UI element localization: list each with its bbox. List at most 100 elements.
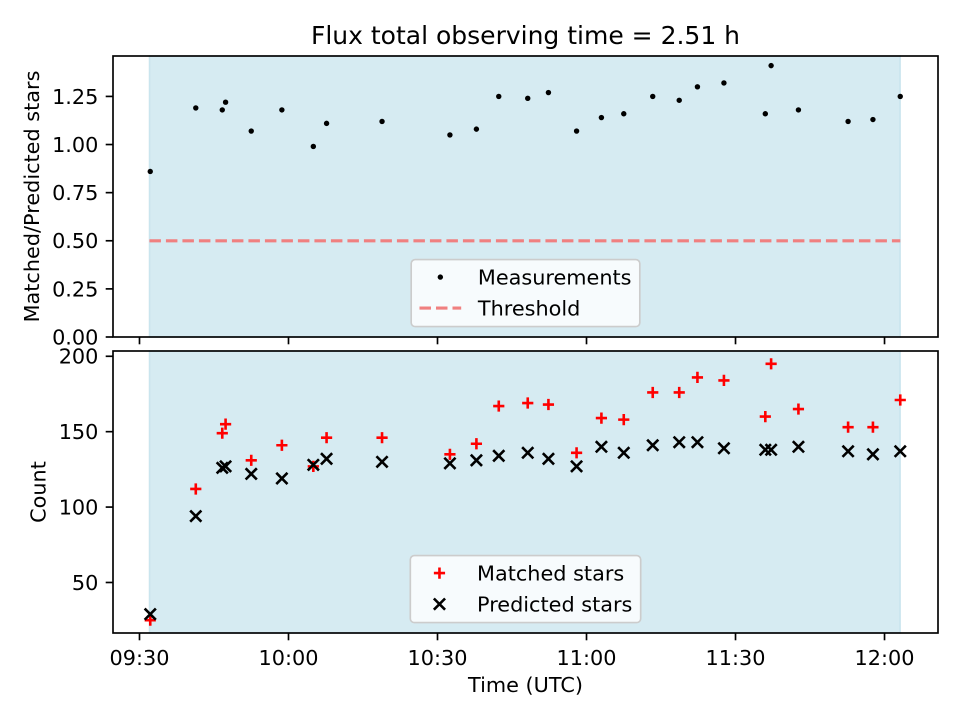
matched-stars-point [320,432,333,444]
legend-frame [410,258,641,328]
legend-label: Threshold [477,297,581,321]
predicted-stars-point [866,447,880,461]
measurements-point [573,128,580,134]
y-tick-label: 100 [59,495,99,519]
predicted-stars-point [320,452,334,466]
measurements-point [768,62,774,69]
measurements-point [650,93,656,100]
matched-stars-point [618,414,630,426]
matched-stars-point [842,421,854,433]
predicted-stars-point [244,467,258,481]
measurements-point [193,105,199,111]
predicted-stars-point [764,443,778,457]
y-tick-label: 0.75 [52,181,98,205]
measurements-point [694,84,701,90]
matched-stars-point [570,447,583,459]
measurements-point [621,111,627,117]
predicted-stars-point [219,459,233,473]
measurements-point [795,107,802,113]
legend-label: Predicted stars [477,593,632,617]
matched-stars-point [765,358,777,370]
matched-stars-point [470,438,483,450]
matched-stars-point [595,412,608,424]
predicted-stars-point [893,444,907,458]
x-tick-label: 10:30 [408,646,468,670]
predicted-stars-point [492,449,506,463]
legend-handle-predicted-stars [432,597,446,611]
legend-handle-measurements [437,274,444,280]
y-tick-label: 1.25 [52,85,98,109]
y-tick-label: 200 [59,345,99,369]
measurements-point [248,128,254,134]
predicted-stars-point [646,438,660,452]
top-panel-ratio: 0.00 0.25 0.50 0.75 1.00 1.25 Measurements Thre… [52,55,939,349]
y-tick-label: 0.25 [52,277,98,301]
predicted-stars-point [617,446,631,460]
matched-stars-point [522,397,534,409]
measurements-point [762,111,769,117]
measurements-point [897,93,903,100]
x-tick-label: 12:00 [855,646,915,670]
axes-frame [112,350,939,634]
measurements-point [222,99,229,105]
predicted-stars-point [521,446,535,460]
measurements-point [525,95,531,102]
y-tick-label: 0.00 [52,325,98,349]
predicted-stars-point [275,471,289,485]
measurements-point [473,126,480,132]
chart-title: Flux total observing time = 2.51 h [311,21,740,50]
predicted-stars-point [375,455,389,469]
measurements-point [721,80,727,86]
measurements-point [379,118,385,125]
predicted-stars-point [469,453,483,467]
legend-label: Measurements [478,266,632,290]
predicted-stars-point [791,440,805,454]
matched-stars-point [759,410,771,423]
matched-stars-point [144,614,156,626]
matched-stars-point [894,394,906,406]
predicted-stars-point [189,509,203,523]
matched-stars-point [190,483,202,495]
matched-stars-point [245,454,257,466]
predicted-stars-point [690,435,704,449]
measurements-point [545,89,552,96]
matched-stars-point [718,374,730,387]
x-axis-label: Time (UTC) [467,673,583,697]
predicted-stars-point [570,459,584,473]
matched-stars-point [219,418,232,430]
matched-stars-point [376,432,388,444]
matched-stars-point [444,448,456,460]
measurements-point [323,120,330,127]
y-tick-label: 50 [72,571,98,595]
bottom-panel-counts: 50 100 150 200 09:30 10:00 10:30 11:00 11:30 12:0… [59,345,939,670]
top-y-axis-label: Matched/Predicted stars [20,71,44,323]
predicted-stars-point [672,435,686,449]
matched-stars-point [542,398,555,411]
measurements-point [676,97,682,103]
measurements-point [598,114,605,121]
matched-stars-point [867,421,879,433]
bottom-y-axis-label: Count [27,461,51,523]
measurements-point [845,118,851,125]
predicted-stars-point [306,458,320,472]
predicted-stars-point [443,456,457,470]
matched-stars-point [673,386,685,399]
measurements-point [870,116,876,123]
measurements-point [310,143,317,150]
legend-handle-matched-stars [433,567,446,579]
y-tick-label: 0.50 [52,229,98,253]
matched-stars-point [691,371,704,383]
measurements-point [447,132,453,138]
predicted-stars-point [717,441,731,455]
x-tick-label: 10:00 [259,646,319,670]
matched-stars-point [647,386,659,399]
x-tick-label: 11:00 [557,646,617,670]
legend: Measurements Threshold [410,258,641,328]
measurements-point [147,168,153,175]
predicted-stars-point [841,444,855,458]
matched-stars-point [276,439,288,451]
measurements-point [496,93,502,100]
y-tick-label: 1.00 [52,133,98,157]
matched-stars-point [493,400,505,412]
